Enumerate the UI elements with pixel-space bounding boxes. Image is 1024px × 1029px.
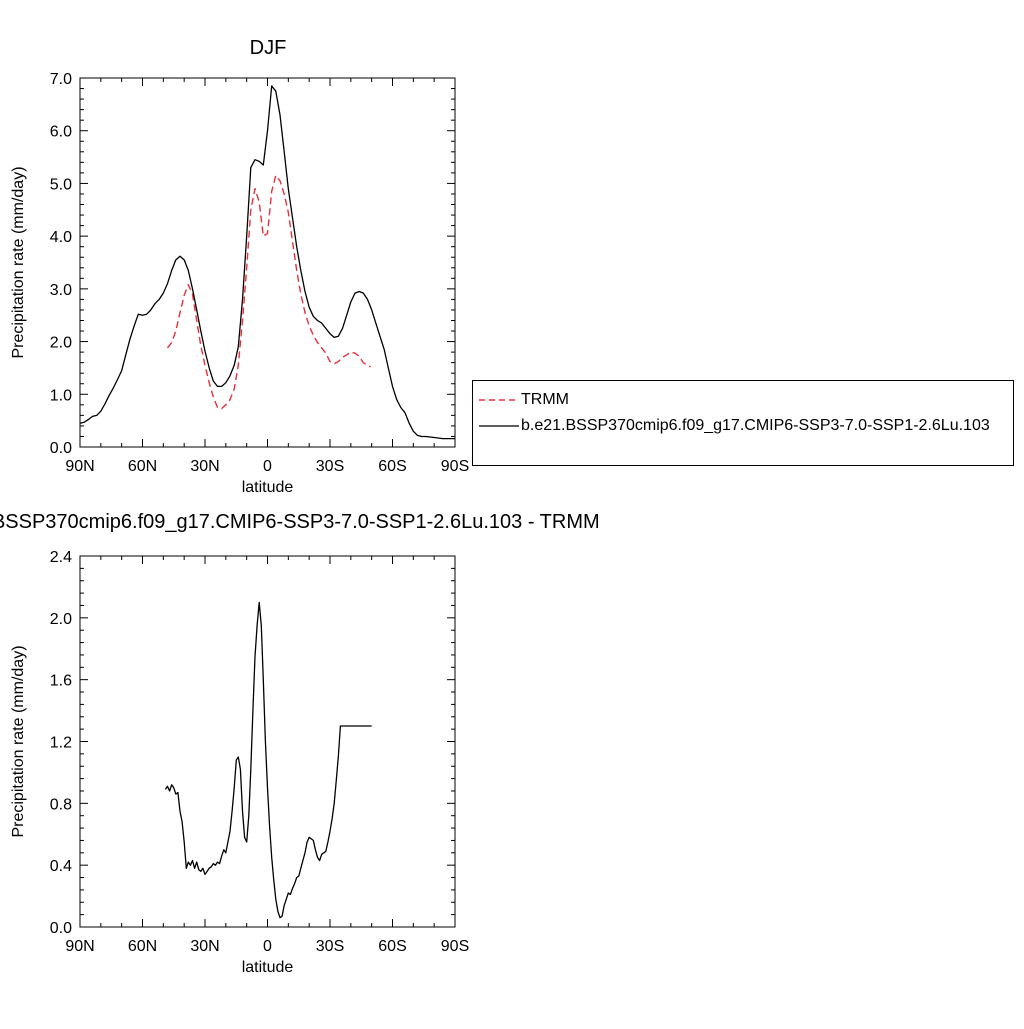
panel-1-ytick-label: 4.0 [50,229,72,246]
panel-1-ylabel: Precipitation rate (mm/day) [10,166,27,358]
panel-2-title: b.e21.BSSP370cmip6.f09_g17.CMIP6-SSP3-7.… [0,511,600,533]
panel-1-ytick-label: 2.0 [50,335,72,352]
legend-label-model: b.e21.BSSP370cmip6.f09_g17.CMIP6-SSP3-7.… [521,417,990,434]
panel-1-xtick-label: 60S [378,458,406,475]
panel-2-ytick-label: 2.0 [50,611,72,628]
panel-1-xtick-label: 30S [316,458,344,475]
legend: TRMM b.e21.BSSP370cmip6.f09_g17.CMIP6-SS… [472,380,1014,466]
panel-1-xtick-label: 30N [190,458,219,475]
panel-1-xlabel: latitude [242,479,294,496]
panel-2-xtick-label: 90N [65,938,94,955]
panel-2-xlabel: latitude [242,959,294,976]
legend-item-trmm: TRMM [479,389,569,411]
panel-1-ytick-label: 7.0 [50,71,72,88]
panel-2-ylabel: Precipitation rate (mm/day) [10,645,27,837]
panel-1-title: DJF [250,37,287,59]
panel-2-xtick-label: 0 [263,938,272,955]
panel-1-series-2-line [79,85,455,440]
panel-1-ytick-label: 1.0 [50,387,72,404]
panel-1-xtick-label: 90N [65,458,94,475]
panel-2-ytick-label: 1.2 [50,735,72,752]
panel-1-ytick-label: 5.0 [50,176,72,193]
panel-2-xtick-label: 30N [190,938,219,955]
panel-1-xtick-label: 90S [441,458,469,475]
panel-2-ytick-label: 0.8 [50,796,72,813]
panel-1-ytick-label: 6.0 [50,124,72,141]
panel-1: DJF 0.0 1.0 2.0 3.0 4.0 5.0 6.0 7.0 90N 60N 30N 0 30S… [10,37,469,496]
panel-2-ytick-label: 0.0 [50,920,72,937]
panel-1-ytick-label: 0.0 [50,440,72,457]
panel-1-xtick-label: 0 [263,458,272,475]
panel-2-ytick-label: 0.4 [50,858,72,875]
panel-2: b.e21.BSSP370cmip6.f09_g17.CMIP6-SSP3-7.… [0,511,600,976]
panel-2-xtick-label: 60N [128,938,157,955]
panel-2-frame [79,555,456,928]
panel-2-ytick-label: 2.4 [50,549,72,566]
panel-2-ytick-label: 1.6 [50,673,72,690]
panel-2-xtick-label: 60S [378,938,406,955]
legend-swatch-model [479,425,519,427]
panel-2-xtick-label: 90S [441,938,469,955]
panel-2-series-1-line [164,601,372,919]
legend-swatch-trmm [479,399,519,401]
panel-1-ytick-label: 3.0 [50,282,72,299]
panel-1-series-1-line [166,174,371,410]
panel-1-xtick-label: 60N [128,458,157,475]
legend-item-model: b.e21.BSSP370cmip6.f09_g17.CMIP6-SSP3-7.… [479,415,990,437]
panel-2-xtick-label: 30S [316,938,344,955]
legend-label-trmm: TRMM [521,391,569,408]
